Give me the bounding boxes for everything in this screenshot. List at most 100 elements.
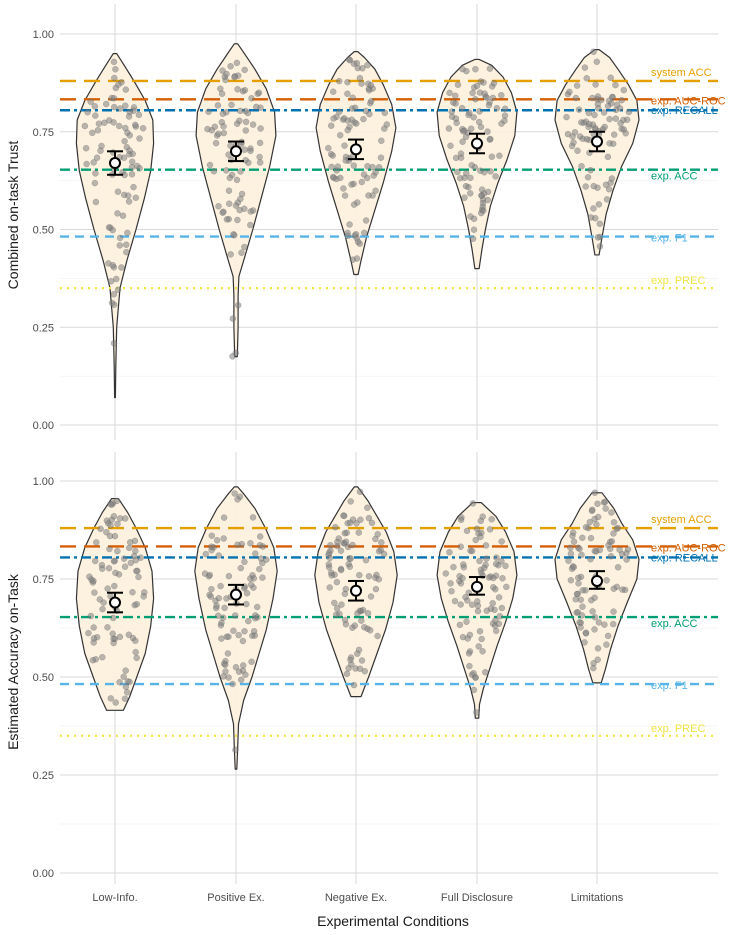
data-point	[591, 626, 598, 633]
data-point	[608, 538, 616, 545]
data-point	[350, 201, 358, 208]
data-point	[447, 142, 454, 150]
data-point	[223, 167, 230, 174]
data-point	[239, 637, 247, 645]
data-point	[472, 536, 479, 544]
data-point	[131, 121, 139, 129]
data-point	[114, 188, 122, 195]
data-point	[215, 552, 222, 559]
data-point	[122, 124, 129, 132]
data-point	[598, 96, 605, 104]
data-point	[97, 525, 104, 533]
data-point	[325, 561, 333, 568]
data-point	[337, 547, 345, 555]
data-point	[470, 114, 477, 121]
data-point	[122, 683, 130, 691]
data-point	[618, 551, 626, 558]
data-point	[368, 519, 376, 527]
data-point	[90, 159, 97, 166]
data-point	[92, 656, 100, 663]
data-point	[215, 594, 223, 602]
data-point	[84, 108, 91, 116]
data-point	[623, 116, 631, 123]
reference-line-label: exp. ACC	[651, 618, 698, 630]
data-point	[472, 65, 479, 73]
data-point	[114, 547, 121, 555]
data-point	[333, 578, 341, 586]
data-point	[375, 548, 383, 555]
data-point	[330, 115, 337, 122]
data-point	[126, 147, 133, 154]
data-point	[136, 135, 143, 142]
data-point	[463, 527, 471, 535]
data-point	[446, 89, 453, 97]
data-point	[503, 583, 510, 591]
data-point	[463, 618, 470, 625]
mean-marker	[230, 145, 242, 158]
data-point	[496, 612, 504, 620]
data-point	[344, 232, 352, 240]
data-point	[337, 566, 345, 574]
data-point	[594, 500, 601, 508]
data-point	[620, 126, 628, 133]
data-point	[128, 158, 136, 165]
data-point	[360, 171, 368, 178]
y-tick-label: 1.00	[33, 29, 54, 41]
data-point	[343, 670, 351, 678]
data-point	[225, 187, 233, 194]
data-point	[108, 299, 116, 307]
data-point	[347, 656, 354, 664]
data-point	[364, 61, 371, 69]
data-point	[126, 539, 134, 546]
data-point	[606, 115, 613, 123]
data-point	[590, 664, 597, 672]
data-point	[126, 132, 134, 139]
data-point	[259, 559, 266, 567]
data-point	[493, 104, 501, 112]
data-point	[342, 157, 349, 164]
data-point	[325, 144, 332, 152]
data-point	[466, 190, 474, 197]
data-point	[470, 226, 478, 233]
data-point	[450, 563, 457, 571]
reference-line-label: exp. AUC-ROC	[651, 542, 726, 554]
data-point	[353, 520, 360, 527]
data-point	[221, 604, 228, 612]
data-point	[452, 115, 460, 122]
data-point	[477, 517, 485, 525]
data-point	[228, 101, 235, 109]
data-point	[129, 588, 136, 596]
data-point	[365, 87, 373, 94]
data-point	[593, 521, 600, 528]
data-point	[375, 163, 383, 171]
data-point	[137, 554, 144, 561]
data-point	[116, 633, 124, 641]
mean-marker	[591, 135, 603, 148]
data-point	[355, 529, 363, 536]
panel-trust: 0.00 0.25 0.50 0.75 1.00 Combined on-task Tru…	[5, 4, 726, 440]
data-point	[374, 632, 381, 640]
data-point	[498, 604, 506, 612]
data-point	[346, 221, 353, 228]
data-point	[244, 109, 252, 117]
data-point	[91, 103, 99, 110]
data-point	[112, 66, 119, 73]
data-point	[591, 614, 599, 621]
data-point	[623, 556, 630, 563]
data-point	[247, 221, 254, 229]
data-point	[214, 102, 222, 109]
data-point	[122, 667, 129, 674]
data-point	[365, 573, 373, 580]
data-point	[346, 56, 354, 64]
data-point	[574, 147, 581, 155]
data-point	[482, 668, 489, 676]
data-point	[220, 514, 228, 521]
data-point	[601, 498, 609, 506]
data-point	[601, 123, 608, 131]
data-point	[584, 174, 592, 181]
data-point	[99, 605, 106, 613]
data-point	[604, 632, 612, 640]
data-point	[223, 216, 231, 223]
data-point	[220, 535, 227, 542]
data-point	[341, 590, 349, 598]
